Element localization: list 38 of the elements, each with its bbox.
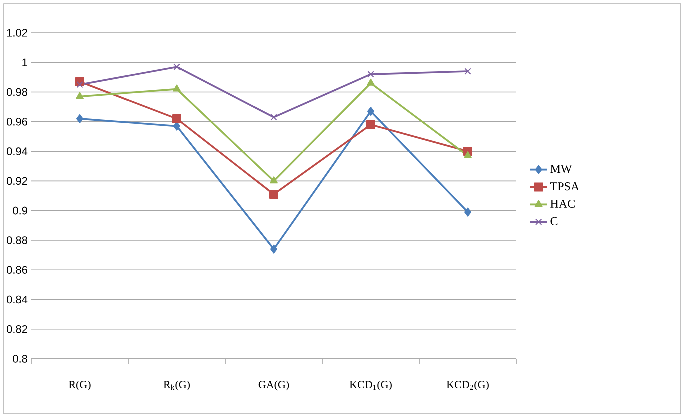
y-tick-label: 0.96 [6, 118, 28, 126]
point [270, 176, 278, 184]
legend-label: MW [550, 165, 572, 174]
y-tick-label: 1.02 [7, 29, 28, 37]
point [270, 114, 278, 121]
x-tick-label: R$_{k}$(G) [164, 380, 190, 391]
point [76, 82, 84, 88]
y-tick-label: 0.98 [6, 88, 28, 96]
point [368, 71, 374, 78]
point [172, 114, 182, 124]
point [368, 107, 374, 116]
point [464, 151, 472, 158]
point [464, 68, 472, 75]
y-tick-label: 0.9 [13, 206, 28, 215]
x-tick-label: KCD$_{2}$(G) [446, 380, 489, 391]
point [270, 244, 278, 254]
y-tick-label: 0.86 [6, 266, 28, 274]
y-tick-label: 0.94 [6, 148, 28, 156]
legend-label: HAC [550, 200, 575, 208]
point [76, 114, 84, 124]
point [173, 84, 181, 92]
point [366, 120, 376, 130]
x-tick-label: R(G) [69, 380, 91, 391]
legend-label: C [550, 217, 558, 226]
y-tick-label: 0.84 [6, 296, 28, 304]
y-tick-label: 0.88 [6, 236, 28, 244]
y-tick-label: 0.8 [13, 355, 28, 363]
x-tick-label: GA(G) [258, 380, 290, 391]
y-tick-label: 0.82 [6, 325, 28, 334]
point [76, 92, 84, 100]
y-tick-label: 1 [22, 58, 28, 66]
legend-label: TPSA [550, 182, 580, 191]
point [464, 208, 472, 217]
point [270, 190, 278, 200]
y-tick-label: 0.92 [6, 177, 28, 186]
x-tick-label: KCD$_{1}$(G) [350, 380, 392, 391]
point [367, 78, 375, 86]
point [174, 64, 180, 70]
